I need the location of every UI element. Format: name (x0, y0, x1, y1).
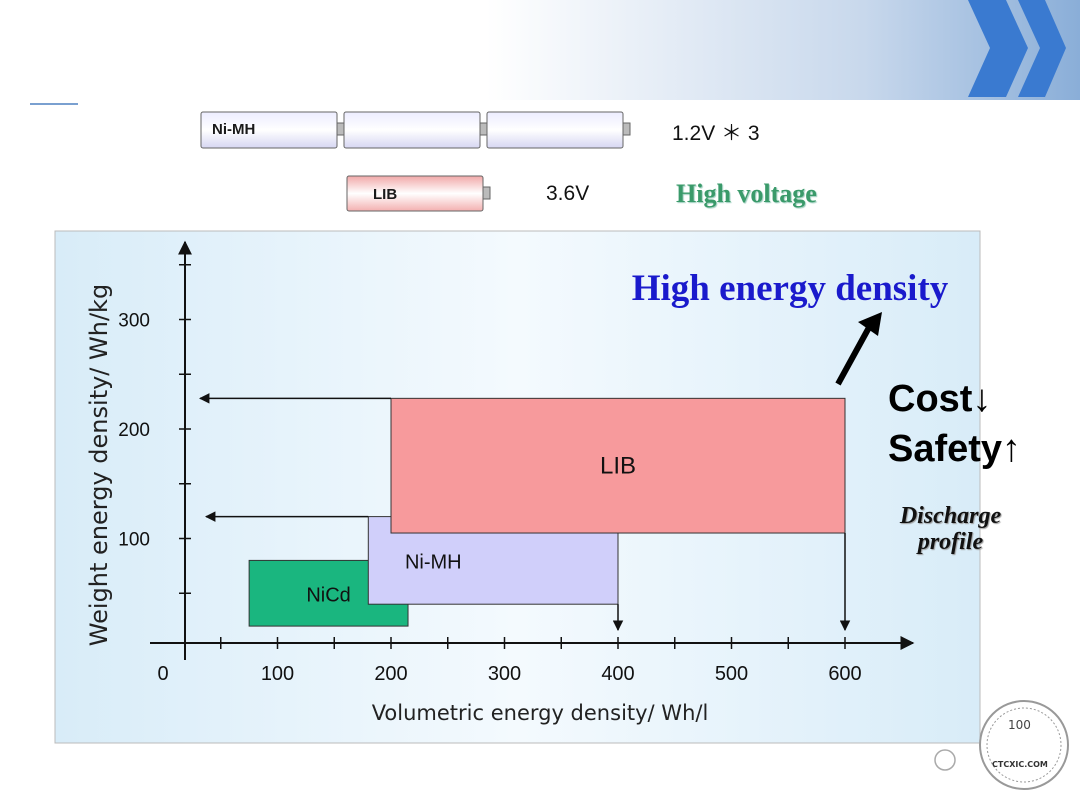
watermark-badge: 100 (1008, 718, 1031, 732)
lib-terminal (482, 186, 491, 200)
lib-battery (346, 175, 491, 212)
lib-battery-label: LIB (373, 186, 398, 203)
x-tick-label: 400 (601, 663, 634, 685)
header-band (0, 0, 1080, 100)
bar-label-lib: LIB (600, 453, 636, 480)
deco-right-strip (1045, 100, 1080, 810)
bar-lib (390, 397, 846, 534)
x-tick-label: 200 (374, 663, 407, 685)
safety-note: Safety↑ (888, 428, 1022, 470)
bar-label-ni-mh: Ni-MH (405, 552, 462, 574)
discharge-profile-note: Discharge profile (878, 503, 1023, 555)
x-tick-label: 500 (715, 663, 748, 685)
nimh-battery-pack (200, 111, 631, 149)
nimh-spec: 1.2V ＊ 3 (672, 122, 760, 145)
y-axis-label: Weight energy density/ Wh/kg (85, 284, 113, 646)
nimh-terminal-2 (479, 122, 488, 136)
high-density-arrow (835, 320, 875, 386)
nimh-cell-2 (343, 111, 481, 149)
deco-chevron-1 (968, 0, 1028, 97)
nimh-battery-label: Ni-MH (212, 121, 256, 138)
bar-label-nicd: NiCd (306, 584, 350, 606)
chart-annotations (198, 393, 851, 632)
deco-chevron-2 (1018, 0, 1066, 97)
lib-cell (346, 175, 484, 212)
x-tick-label: 300 (488, 663, 521, 685)
y-tick-label: 300 (118, 311, 150, 332)
lib-spec: 3.6V (546, 182, 590, 205)
discharge-line-1: Discharge (899, 503, 1002, 529)
chart-bars: NiCd Ni-MH LIB (248, 397, 846, 627)
high-voltage-note: High voltage (676, 179, 817, 208)
high-density-arrow-head (858, 312, 882, 336)
cost-note: Cost↓ (888, 378, 992, 420)
nimh-terminal-3 (622, 122, 631, 136)
chart-ticks: 0 100 200 300 400 500 600 100 200 300 (118, 264, 903, 685)
y-tick-label: 100 (118, 530, 150, 551)
x-tick-label: 0 (157, 663, 168, 685)
x-tick-label: 600 (828, 663, 861, 685)
watermark-seal (934, 700, 1069, 790)
x-tick-label: 100 (261, 663, 294, 685)
chart-title: High energy density (632, 268, 949, 309)
nimh-cell-3 (486, 111, 624, 149)
nimh-terminal-1 (336, 122, 345, 136)
x-axis-label: Volumetric energy density/ Wh/l (372, 701, 709, 725)
y-tick-label: 200 (118, 420, 150, 441)
discharge-line-2: profile (917, 529, 984, 555)
watermark-text: CTCXIC.COM (992, 760, 1048, 769)
